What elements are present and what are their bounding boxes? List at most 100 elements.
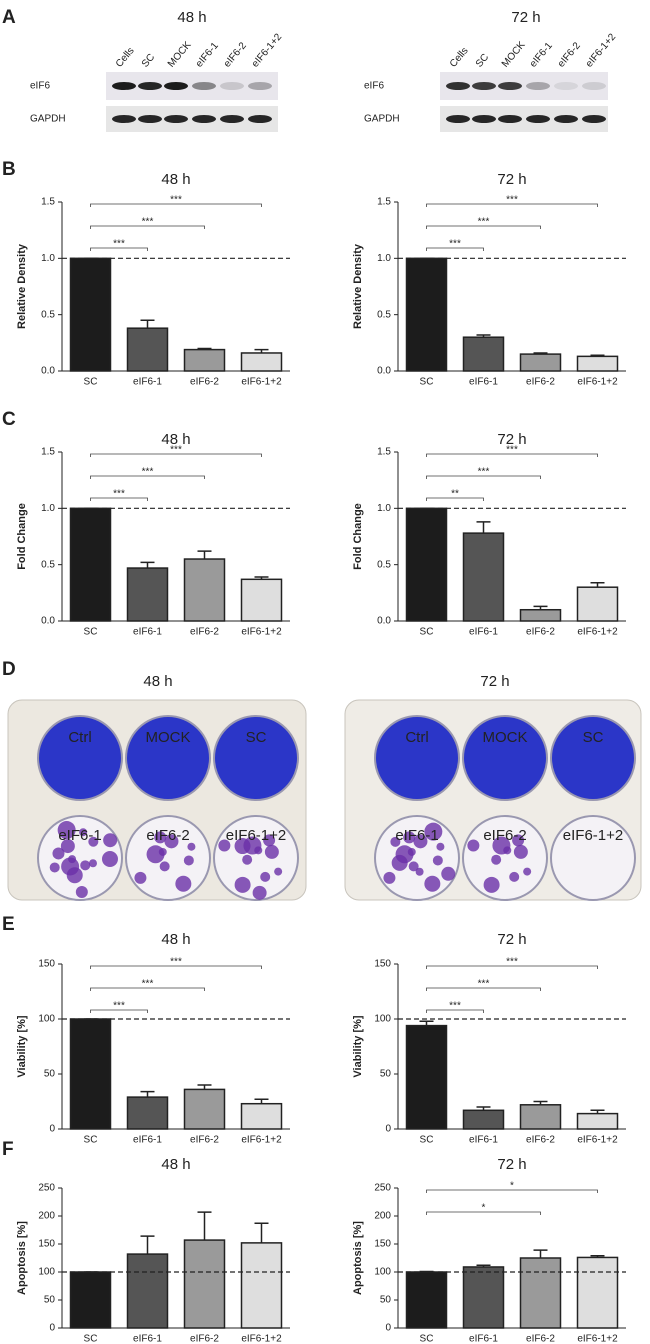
x-tick-label: eIF6-1 xyxy=(469,1135,498,1146)
band xyxy=(192,82,216,90)
bar xyxy=(126,327,169,372)
band xyxy=(472,115,496,123)
y-tick-label: 1.0 xyxy=(41,253,55,264)
error-bar xyxy=(533,605,548,610)
y-tick-label: 0.0 xyxy=(41,616,55,627)
colony xyxy=(467,839,480,852)
significance-label: *** xyxy=(170,957,182,968)
y-tick-label: 0.5 xyxy=(377,309,391,320)
bar xyxy=(576,1112,619,1130)
bar xyxy=(126,1253,169,1329)
colony xyxy=(523,867,532,876)
y-axis-label: Viability [%] xyxy=(352,1015,364,1077)
significance-label: *** xyxy=(478,217,490,228)
colony xyxy=(146,845,165,864)
y-tick-label: 150 xyxy=(374,959,391,970)
x-tick-label: eIF6-1+2 xyxy=(241,377,282,388)
bar xyxy=(519,1257,562,1329)
lane-label: MOCK xyxy=(166,39,194,69)
y-axis-label: Fold Change xyxy=(16,503,28,570)
chart-title: 48 h xyxy=(161,931,190,948)
well-label: Ctrl xyxy=(68,729,91,746)
bar xyxy=(69,257,112,372)
significance-bracket xyxy=(426,965,598,969)
well xyxy=(374,715,460,801)
band xyxy=(526,115,550,123)
colony xyxy=(175,875,192,892)
band xyxy=(498,115,522,123)
bar xyxy=(519,608,562,622)
error-bar xyxy=(254,348,269,353)
y-axis-label: Apoptosis [%] xyxy=(16,1221,28,1295)
x-tick-label: SC xyxy=(420,1135,434,1146)
error-bar xyxy=(140,561,155,569)
bar xyxy=(126,1096,169,1130)
band xyxy=(138,82,162,90)
lane-label: SC xyxy=(140,52,157,70)
colony xyxy=(164,834,179,849)
significance-label: ** xyxy=(451,489,459,500)
x-tick-label: eIF6-1 xyxy=(133,1135,162,1146)
significance-bracket xyxy=(426,1211,541,1215)
band xyxy=(248,82,272,90)
error-bar xyxy=(533,1100,548,1105)
row-label: eIF6 xyxy=(30,81,50,92)
error-bar xyxy=(419,1020,434,1026)
y-tick-label: 50 xyxy=(44,1295,56,1306)
colony xyxy=(513,844,528,859)
y-axis-label: Relative Density xyxy=(16,243,28,329)
well-label: eIF6-2 xyxy=(146,827,189,844)
x-tick-label: eIF6-1+2 xyxy=(241,627,282,638)
significance-bracket xyxy=(426,1009,484,1013)
colony xyxy=(57,821,76,840)
y-tick-label: 100 xyxy=(38,1267,55,1278)
error-bar xyxy=(197,550,212,560)
x-tick-label: eIF6-1+2 xyxy=(577,377,618,388)
significance-label: *** xyxy=(170,195,182,206)
colony xyxy=(134,871,147,884)
colony xyxy=(383,871,396,884)
error-bar xyxy=(140,1235,155,1255)
colony xyxy=(75,885,88,898)
plate-title: 72 h xyxy=(480,673,509,690)
colony xyxy=(187,842,196,851)
significance-bracket xyxy=(90,475,205,479)
well-label: eIF6-1+2 xyxy=(226,827,286,844)
y-tick-label: 0 xyxy=(385,1124,391,1135)
colony xyxy=(52,847,65,860)
y-tick-label: 0.0 xyxy=(41,366,55,377)
colony xyxy=(415,867,424,876)
colony xyxy=(436,842,445,851)
y-tick-label: 1.0 xyxy=(41,503,55,514)
panel-letter: D xyxy=(2,659,16,680)
significance-bracket xyxy=(90,203,262,207)
bar xyxy=(240,1102,283,1130)
colony xyxy=(424,875,441,892)
well-label: MOCK xyxy=(146,729,191,746)
lane-label: eIF6-2 xyxy=(556,40,583,70)
colony xyxy=(512,834,525,847)
colony xyxy=(274,867,283,876)
well xyxy=(37,715,123,801)
bar xyxy=(126,567,169,622)
bar xyxy=(183,1088,226,1130)
chart-title: 72 h xyxy=(497,931,526,948)
lane-label: eIF6-1+2 xyxy=(250,31,285,69)
bar xyxy=(519,353,562,372)
well xyxy=(462,715,548,801)
y-tick-label: 0.0 xyxy=(377,616,391,627)
x-tick-label: SC xyxy=(420,627,434,638)
band xyxy=(498,82,522,90)
row-label: GAPDH xyxy=(364,114,400,125)
y-tick-label: 150 xyxy=(374,1239,391,1250)
significance-label: *** xyxy=(506,445,518,456)
colony xyxy=(424,822,443,841)
y-tick-label: 0.5 xyxy=(41,309,55,320)
x-tick-label: SC xyxy=(84,1135,98,1146)
error-bar xyxy=(197,1211,212,1241)
band xyxy=(554,115,578,123)
significance-label: *** xyxy=(113,1001,125,1012)
x-tick-label: eIF6-2 xyxy=(526,1334,555,1344)
y-axis-label: Apoptosis [%] xyxy=(352,1221,364,1295)
